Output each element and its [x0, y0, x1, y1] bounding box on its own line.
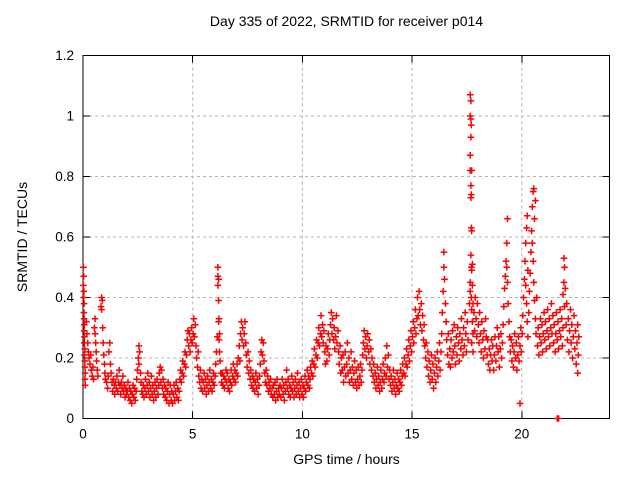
x-tick-label: 20: [514, 427, 529, 442]
y-tick-label: 0.4: [55, 290, 74, 305]
x-tick-label: 10: [295, 427, 310, 442]
data-points: [80, 91, 583, 422]
y-tick-label: 1: [66, 109, 74, 124]
y-tick-label: 0.8: [55, 169, 74, 184]
x-tick-label: 15: [405, 427, 420, 442]
x-tick-label: 5: [189, 427, 197, 442]
y-tick-label: 0: [66, 411, 74, 426]
chart-title: Day 335 of 2022, SRMTID for receiver p01…: [209, 13, 484, 29]
y-tick-label: 0.2: [55, 351, 74, 366]
y-tick-label: 0.6: [55, 230, 74, 245]
x-axis-label: GPS time / hours: [293, 451, 400, 467]
x-tick-label: 0: [79, 427, 87, 442]
y-tick-label: 1.2: [55, 48, 74, 63]
